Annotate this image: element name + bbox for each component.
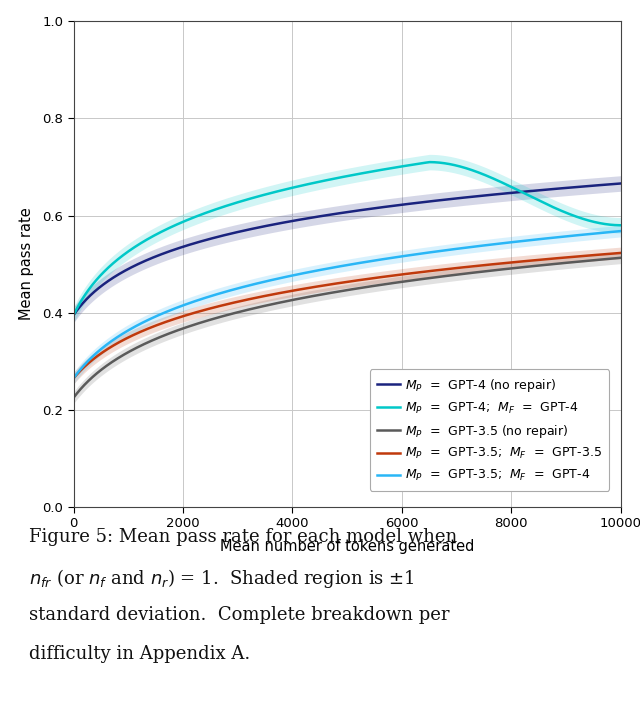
Text: difficulty in Appendix A.: difficulty in Appendix A. xyxy=(29,645,250,663)
Text: standard deviation.  Complete breakdown per: standard deviation. Complete breakdown p… xyxy=(29,606,449,624)
Legend: $M_P$  =  GPT-4 (no repair), $M_P$  =  GPT-4;  $M_F$  =  GPT-4, $M_P$  =  GPT-3.: $M_P$ = GPT-4 (no repair), $M_P$ = GPT-4… xyxy=(370,369,609,491)
Y-axis label: Mean pass rate: Mean pass rate xyxy=(19,208,34,320)
Text: Figure 5: Mean pass rate for each model when: Figure 5: Mean pass rate for each model … xyxy=(29,528,457,546)
Text: $n_{fr}$ (or $n_f$ and $n_r$) = 1.  Shaded region is $\pm$1: $n_{fr}$ (or $n_f$ and $n_r$) = 1. Shade… xyxy=(29,567,415,590)
X-axis label: Mean number of tokens generated: Mean number of tokens generated xyxy=(220,539,474,554)
